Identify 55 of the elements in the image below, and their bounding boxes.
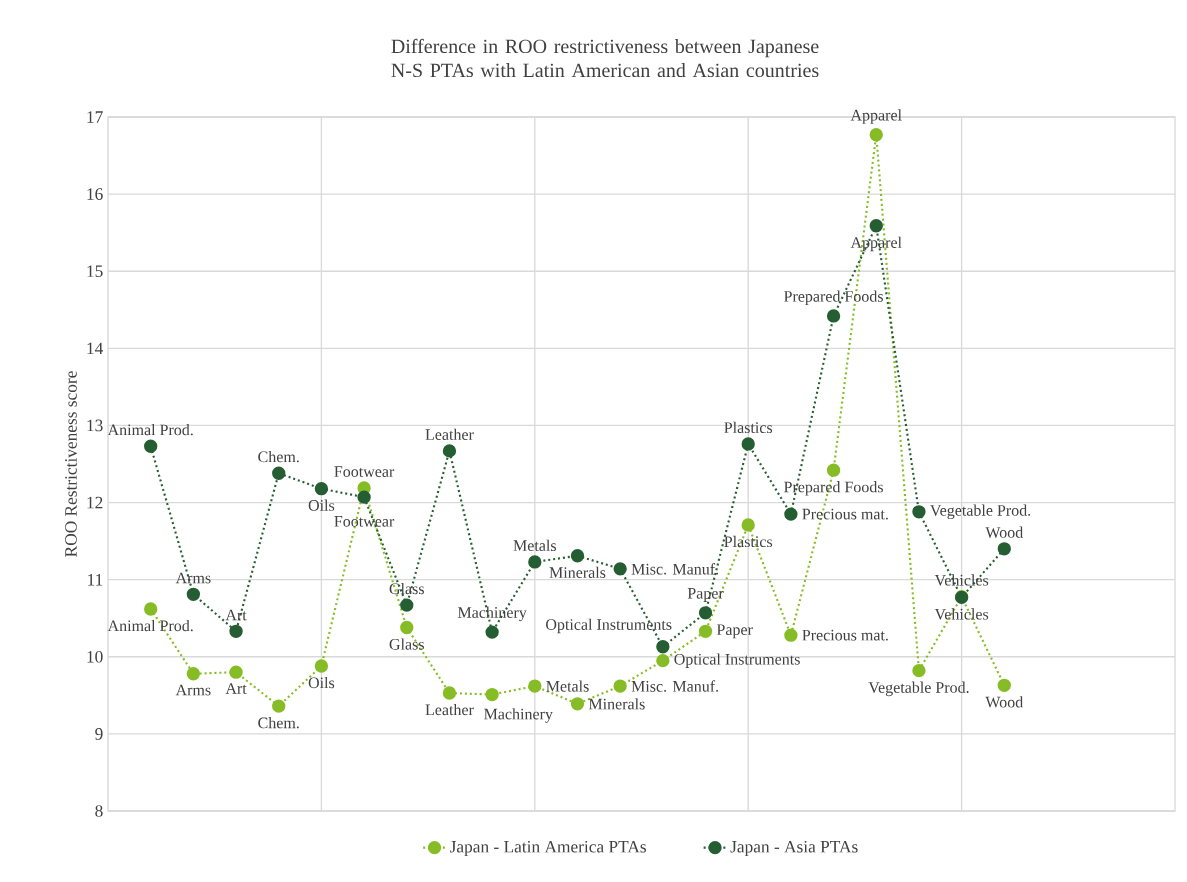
data-label: Optical Instruments — [546, 618, 672, 634]
data-label: Prepared Foods — [784, 481, 883, 496]
data-label: Apparel — [850, 236, 902, 252]
data-label: Footwear — [334, 466, 395, 477]
chart-title: Difference in ROO restrictiveness between Japanese N-S PTAs with Latin American and Asian countries — [391, 38, 819, 78]
data-label: Paper — [716, 624, 753, 639]
y-tick-label: 12 — [87, 496, 103, 509]
data-label: Glass — [389, 638, 424, 650]
legend-label: Japan - Asia PTAs — [730, 840, 858, 857]
data-label: Oils — [308, 499, 335, 511]
data-label: Precious mat. — [802, 508, 888, 520]
data-label: Metals — [546, 680, 589, 692]
data-label: Chem. — [258, 450, 299, 463]
data-label: Paper — [687, 588, 724, 602]
data-label: Misc. Manuf. — [631, 563, 719, 575]
data-label: Vegetable Prod. — [930, 504, 1031, 520]
data-label: Machinery — [457, 606, 527, 622]
y-tick-label: 17 — [87, 111, 103, 123]
data-label: Art — [225, 683, 247, 694]
data-label: Precious mat. — [802, 629, 888, 641]
data-label: Prepared Foods — [784, 290, 883, 306]
data-label: Vegetable Prod. — [868, 681, 969, 697]
data-label: Apparel — [850, 109, 902, 124]
data-label: Animal Prod. — [107, 424, 193, 436]
data-label: Leather — [425, 703, 474, 716]
y-tick-label: 15 — [87, 265, 103, 278]
data-label: Minerals — [549, 566, 606, 578]
data-label: Arms — [175, 572, 211, 584]
data-label: Wood — [985, 526, 1023, 538]
data-label: Machinery — [484, 708, 553, 723]
data-label: Metals — [513, 539, 557, 551]
y-tick-label: 14 — [87, 342, 104, 355]
data-label: Animal Prod. — [107, 619, 193, 632]
y-tick-label: 9 — [95, 728, 103, 740]
y-tick-label: 11 — [88, 573, 103, 586]
y-axis-title: ROO Restrictiveness score — [65, 371, 77, 557]
data-label: Chem. — [258, 717, 299, 729]
data-label: Art — [225, 609, 247, 621]
data-label: Glass — [389, 582, 424, 595]
y-tick-label: 16 — [87, 188, 103, 200]
data-label: Vehicles — [934, 608, 989, 620]
y-tick-label: 8 — [95, 805, 103, 817]
data-label: Optical Instruments — [674, 653, 800, 668]
data-label: Vehicles — [934, 574, 989, 586]
y-tick-label: 13 — [87, 419, 103, 432]
data-label: Arms — [175, 684, 211, 696]
data-label: Minerals — [588, 698, 645, 710]
data-label: Leather — [425, 428, 474, 440]
data-label: Plastics — [724, 535, 773, 548]
legend-label: Japan - Latin America PTAs — [450, 840, 646, 857]
y-tick-label: 10 — [87, 650, 103, 663]
data-label: Plastics — [724, 421, 773, 434]
data-label: Oils — [308, 676, 335, 689]
data-label: Wood — [985, 696, 1023, 708]
data-label: Misc. Manuf. — [631, 680, 719, 692]
